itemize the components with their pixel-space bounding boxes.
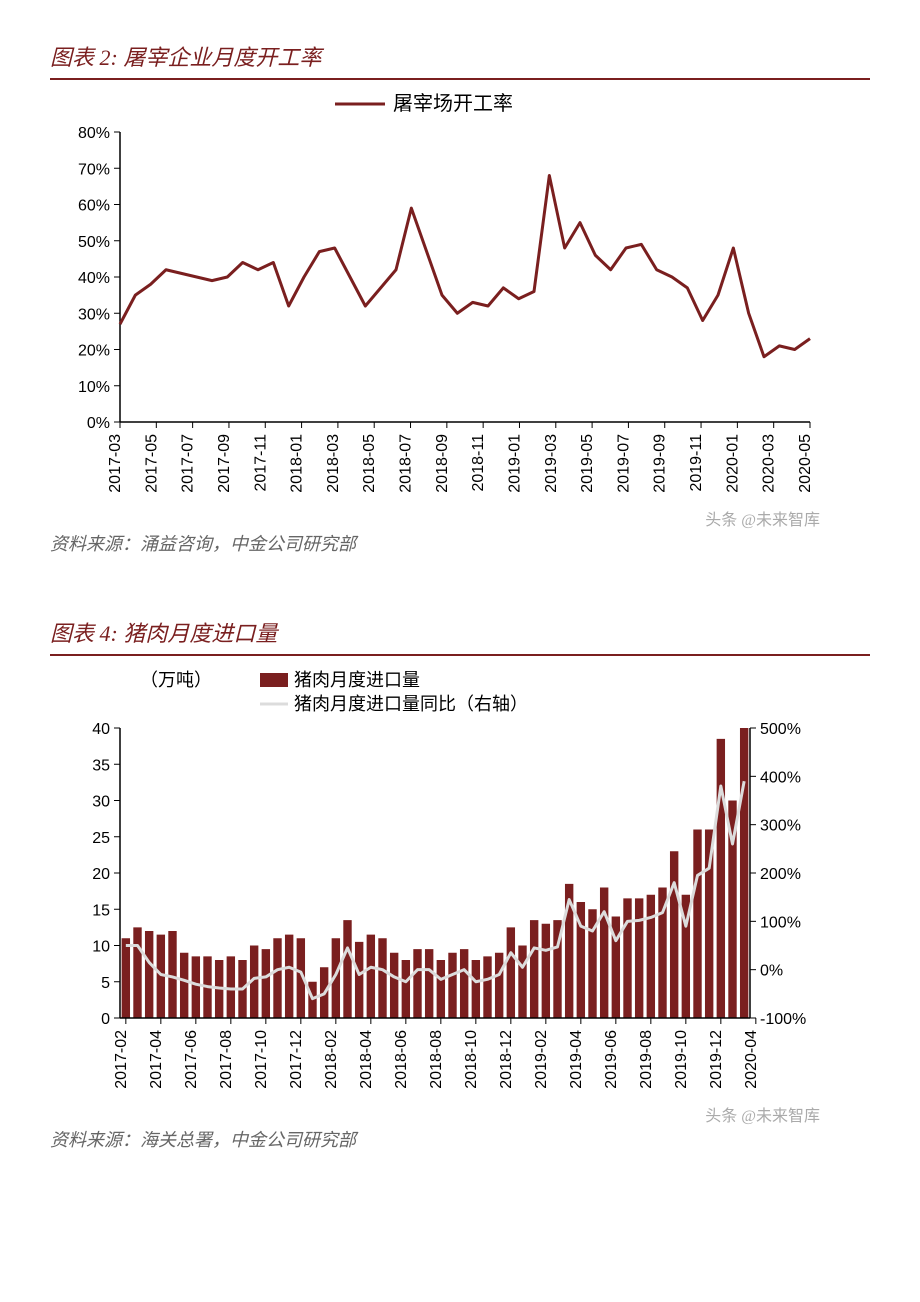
svg-text:300%: 300% (760, 818, 801, 835)
svg-text:20%: 20% (78, 343, 110, 360)
svg-text:500%: 500% (760, 721, 801, 738)
svg-text:70%: 70% (78, 161, 110, 178)
svg-text:2017-11: 2017-11 (252, 434, 269, 492)
svg-text:20: 20 (92, 866, 110, 883)
svg-text:35: 35 (92, 757, 110, 774)
svg-text:2019-12: 2019-12 (708, 1030, 725, 1089)
svg-text:2020-04: 2020-04 (743, 1030, 760, 1089)
svg-text:2019-04: 2019-04 (568, 1030, 585, 1089)
chart-block-2: 图表 4: 猪肉月度进口量 （万吨） 猪肉月度进口量猪肉月度进口量同比（右轴） 0 5… (50, 616, 870, 1152)
svg-text:40: 40 (92, 721, 110, 738)
svg-text:2018-11: 2018-11 (470, 434, 487, 492)
svg-text:2018-03: 2018-03 (325, 434, 342, 493)
svg-text:猪肉月度进口量: 猪肉月度进口量 (294, 670, 420, 690)
svg-text:10: 10 (92, 939, 110, 956)
svg-text:2019-08: 2019-08 (638, 1030, 655, 1089)
svg-text:100%: 100% (760, 914, 801, 931)
svg-text:40%: 40% (78, 270, 110, 287)
svg-text:200%: 200% (760, 866, 801, 883)
chart2-title: 图表 4: 猪肉月度进口量 (50, 616, 870, 656)
svg-text:2017-09: 2017-09 (216, 434, 233, 493)
svg-text:2018-06: 2018-06 (393, 1030, 410, 1089)
chart2-watermark: 头条 @未来智库 (705, 1102, 820, 1126)
svg-text:2017-03: 2017-03 (107, 434, 124, 493)
svg-text:2017-02: 2017-02 (113, 1030, 130, 1089)
svg-text:2019-07: 2019-07 (615, 434, 632, 493)
svg-text:50%: 50% (78, 234, 110, 251)
svg-text:60%: 60% (78, 198, 110, 215)
svg-text:2017-06: 2017-06 (183, 1030, 200, 1089)
svg-text:2019-10: 2019-10 (673, 1030, 690, 1089)
svg-text:2019-11: 2019-11 (688, 434, 705, 492)
svg-text:2019-09: 2019-09 (652, 434, 669, 493)
svg-text:0%: 0% (87, 415, 110, 432)
svg-text:15: 15 (92, 902, 110, 919)
chart1-title: 图表 2: 屠宰企业月度开工率 (50, 40, 870, 80)
svg-text:80%: 80% (78, 125, 110, 142)
svg-text:2019-01: 2019-01 (506, 434, 523, 493)
svg-text:2020-03: 2020-03 (761, 434, 778, 493)
chart-block-1: 图表 2: 屠宰企业月度开工率 屠宰场开工率 0% 10% 20% 30% 40% 50% 6… (50, 40, 870, 556)
chart1-source: 资料来源：涌益咨询，中金公司研究部 (50, 530, 870, 556)
svg-text:2017-10: 2017-10 (253, 1030, 270, 1089)
svg-text:（万吨）: （万吨） (140, 670, 212, 690)
svg-text:2017-04: 2017-04 (148, 1030, 165, 1089)
chart2-source: 资料来源：海关总署，中金公司研究部 (50, 1126, 870, 1152)
svg-text:2017-12: 2017-12 (288, 1030, 305, 1089)
svg-text:2019-02: 2019-02 (533, 1030, 550, 1089)
svg-text:2018-12: 2018-12 (498, 1030, 515, 1089)
chart1-watermark: 头条 @未来智库 (705, 506, 820, 530)
svg-text:30%: 30% (78, 306, 110, 323)
svg-text:2018-02: 2018-02 (323, 1030, 340, 1089)
svg-text:2018-09: 2018-09 (434, 434, 451, 493)
chart1-svg: 屠宰场开工率 0% 10% 20% 30% 40% 50% 60% 70% 80% 2017-03 2… (50, 82, 830, 522)
chart1-area: 屠宰场开工率 0% 10% 20% 30% 40% 50% 60% 70% 80% 2017-03 2… (50, 82, 830, 522)
chart2-svg: （万吨） 猪肉月度进口量猪肉月度进口量同比（右轴） 0 5 10 15 20 25 30 35 40… (50, 658, 830, 1118)
svg-text:5: 5 (101, 975, 110, 992)
svg-text:2018-10: 2018-10 (463, 1030, 480, 1089)
svg-text:400%: 400% (760, 769, 801, 786)
svg-text:2019-05: 2019-05 (579, 434, 596, 493)
svg-text:2020-05: 2020-05 (797, 434, 814, 493)
svg-text:2017-08: 2017-08 (218, 1030, 235, 1089)
svg-text:2018-04: 2018-04 (358, 1030, 375, 1089)
svg-text:30: 30 (92, 794, 110, 811)
svg-text:2017-05: 2017-05 (143, 434, 160, 493)
svg-text:0%: 0% (760, 963, 783, 980)
svg-text:-100%: -100% (760, 1011, 806, 1028)
svg-text:2018-05: 2018-05 (361, 434, 378, 493)
svg-text:0: 0 (101, 1011, 110, 1028)
svg-text:屠宰场开工率: 屠宰场开工率 (393, 92, 513, 115)
svg-text:2020-01: 2020-01 (724, 434, 741, 493)
svg-text:2019-03: 2019-03 (543, 434, 560, 493)
svg-text:2018-01: 2018-01 (289, 434, 306, 493)
svg-text:10%: 10% (78, 379, 110, 396)
svg-text:2018-07: 2018-07 (398, 434, 415, 493)
chart2-area: （万吨） 猪肉月度进口量猪肉月度进口量同比（右轴） 0 5 10 15 20 25 30 35 40… (50, 658, 830, 1118)
svg-text:25: 25 (92, 830, 110, 847)
svg-text:2019-06: 2019-06 (603, 1030, 620, 1089)
svg-text:2018-08: 2018-08 (428, 1030, 445, 1089)
svg-text:2017-07: 2017-07 (180, 434, 197, 493)
svg-text:猪肉月度进口量同比（右轴）: 猪肉月度进口量同比（右轴） (294, 694, 528, 714)
